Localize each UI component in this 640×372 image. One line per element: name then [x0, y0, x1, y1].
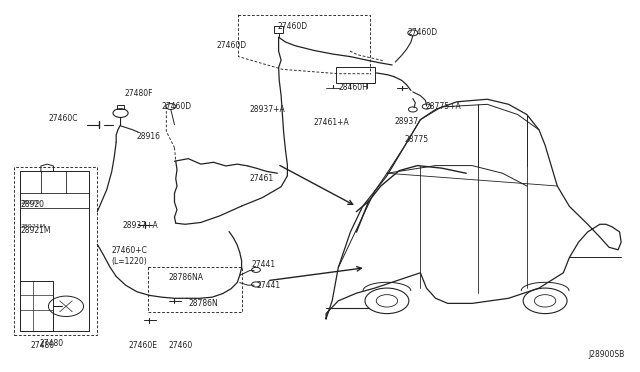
Text: 28786N: 28786N [188, 299, 218, 308]
Text: 27460D: 27460D [277, 22, 307, 31]
Text: 28937: 28937 [394, 116, 418, 126]
Text: 27441: 27441 [251, 260, 275, 269]
Text: 27480: 27480 [31, 341, 55, 350]
Text: 28921M: 28921M [20, 224, 45, 229]
Text: 27460: 27460 [168, 341, 193, 350]
Text: 27460C: 27460C [49, 114, 78, 123]
Bar [336, 67, 375, 83]
Text: 27480: 27480 [40, 339, 63, 348]
Text: 28460H: 28460H [339, 83, 369, 92]
Bar [117, 105, 124, 109]
Text: 28786NA: 28786NA [168, 273, 204, 282]
Text: 27441: 27441 [256, 280, 280, 290]
Text: 27480F: 27480F [124, 89, 153, 97]
Text: 27460E: 27460E [129, 341, 157, 350]
Text: 27460D: 27460D [162, 102, 192, 111]
Text: J28900SB: J28900SB [588, 350, 624, 359]
Text: 27460D: 27460D [408, 28, 438, 37]
Text: 28916: 28916 [137, 132, 161, 141]
Text: 28937+A: 28937+A [250, 105, 285, 114]
Text: 28775: 28775 [404, 135, 429, 144]
Text: 28920: 28920 [20, 201, 44, 209]
Text: 28937+A: 28937+A [122, 221, 158, 230]
Text: 28775+A: 28775+A [426, 102, 461, 111]
Text: 27461+A: 27461+A [314, 118, 349, 127]
Bar [274, 26, 283, 33]
Text: 28920: 28920 [20, 200, 40, 205]
Text: 27461: 27461 [250, 174, 274, 183]
Text: 27460D: 27460D [216, 41, 246, 50]
Text: 27460+C
(L=1220): 27460+C (L=1220) [112, 246, 148, 266]
Text: 28921M: 28921M [20, 226, 51, 235]
